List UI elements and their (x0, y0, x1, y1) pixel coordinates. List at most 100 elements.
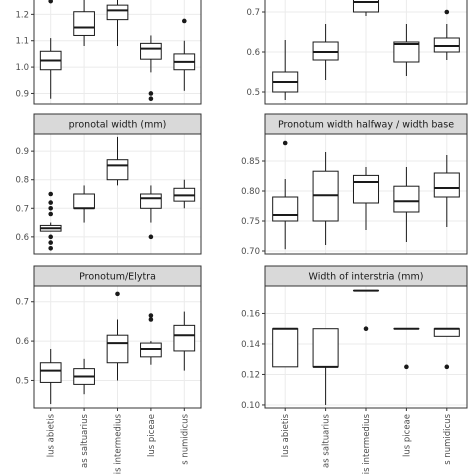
box-3 (352, 0, 380, 16)
outlier-point (48, 240, 53, 245)
panel-plot-area (265, 286, 467, 408)
box-iqr (433, 328, 460, 337)
panel-plot-area (34, 0, 201, 104)
outlier-point (148, 313, 154, 318)
strip-background (264, 113, 468, 135)
panel-border (264, 0, 468, 105)
x-tick-label: lus piceae (402, 414, 412, 457)
outlier-point (148, 96, 154, 102)
outlier-point (182, 18, 187, 24)
box-iqr (173, 324, 196, 352)
box-iqr (140, 193, 162, 209)
outlier-point (115, 291, 120, 297)
box-3 (106, 0, 129, 46)
y-tick-label: 0.75 (241, 217, 260, 227)
outlier-point (48, 211, 53, 217)
box-5 (433, 155, 460, 227)
x-tick-label: as saltuarius (80, 413, 90, 468)
panel-plot-area (265, 0, 467, 104)
outlier-point (48, 200, 53, 205)
box-5 (433, 327, 460, 370)
y-tick-label: 0.5 (15, 376, 29, 386)
y-tick-label: 0.5 (246, 88, 260, 98)
x-tick-label: is intermedius (114, 413, 124, 474)
y-tick-label: 0.9 (15, 147, 29, 157)
box-3 (106, 291, 129, 381)
panel-plot-area (265, 134, 467, 254)
x-tick-label: lus abietis (281, 413, 291, 457)
y-tick-label: 0.7 (15, 204, 29, 214)
y-tick-label: 0.6 (15, 337, 29, 347)
y-tick-label: 0.85 (241, 157, 260, 167)
strip-background (264, 265, 468, 287)
y-tick-label: 0.6 (15, 233, 29, 243)
box-5 (173, 18, 196, 91)
strip-title: Width of interstria (mm) (309, 272, 424, 283)
panel-4: Pronotum width halfway / width base 0.70 0… (241, 113, 468, 257)
panel-plot-area (34, 286, 201, 408)
y-tick-label: 0.70 (241, 247, 260, 257)
x-tick-label: is intermedius (362, 413, 372, 474)
strip-title: pronotal width (mm) (69, 120, 167, 131)
x-tick-label: lus piceae (147, 414, 157, 457)
box-4 (140, 313, 162, 365)
outlier-point (148, 317, 154, 322)
box-iqr (73, 11, 95, 36)
box-iqr (352, 174, 380, 204)
box-iqr (106, 4, 129, 21)
outlier-point (404, 364, 409, 370)
box-4 (393, 167, 420, 242)
outlier-point (148, 234, 154, 240)
box-iqr (272, 328, 299, 368)
outlier-point (444, 9, 450, 15)
y-tick-label: 0.6 (246, 48, 260, 58)
box-iqr (312, 328, 339, 368)
y-tick-label: 0.8 (15, 176, 29, 186)
box-2 (73, 358, 95, 395)
box-1 (39, 0, 62, 99)
box-iqr (433, 172, 460, 198)
outlier-point (148, 91, 154, 96)
box-5 (173, 311, 196, 371)
y-tick-label: 0.7 (15, 298, 29, 308)
box-3 (352, 167, 380, 230)
y-tick-label: 1.1 (15, 37, 29, 47)
outlier-point (48, 234, 53, 240)
box-iqr (73, 193, 95, 209)
box-iqr (393, 41, 420, 63)
y-tick-label: 1.2 (15, 10, 29, 20)
panel-2: 0.5 0.6 0.7 (246, 0, 468, 105)
strip-title: Pronotum/Elytra (79, 272, 156, 283)
box-1 (39, 191, 62, 251)
strip-title: Pronotum width halfway / width base (278, 120, 454, 131)
box-iqr (39, 362, 62, 383)
x-tick-label: lus abietis (47, 413, 57, 457)
panel-3: pronotal width (mm) 0.6 0.7 0.8 0.9 (15, 113, 202, 255)
strip-background (33, 265, 202, 287)
box-2 (312, 24, 339, 80)
y-tick-label: 0.7 (246, 8, 260, 18)
outlier-point (48, 191, 53, 197)
y-tick-label: 0.10 (241, 401, 260, 411)
panel-plot-area (34, 134, 201, 254)
x-tick-label: as saltuarius (322, 413, 332, 468)
box-2 (73, 0, 95, 46)
outlier-point (48, 245, 53, 251)
panel-border (33, 0, 202, 105)
box-4 (393, 24, 420, 76)
box-iqr (106, 159, 129, 181)
box-2 (312, 152, 339, 245)
box-1 (272, 140, 299, 250)
box-iqr (106, 334, 129, 364)
box-iqr (272, 196, 299, 222)
x-tick-label: s numidicus (180, 413, 190, 464)
box-5 (433, 9, 460, 60)
outlier-point (444, 364, 450, 370)
box-4 (140, 35, 162, 102)
box-3 (106, 136, 129, 186)
box-1 (272, 40, 299, 100)
panel-6: Width of interstria (mm) 0.10 0.12 0.14 0.16… (241, 265, 468, 474)
x-tick-label: s numidicus (443, 413, 453, 464)
box-4 (393, 327, 420, 370)
